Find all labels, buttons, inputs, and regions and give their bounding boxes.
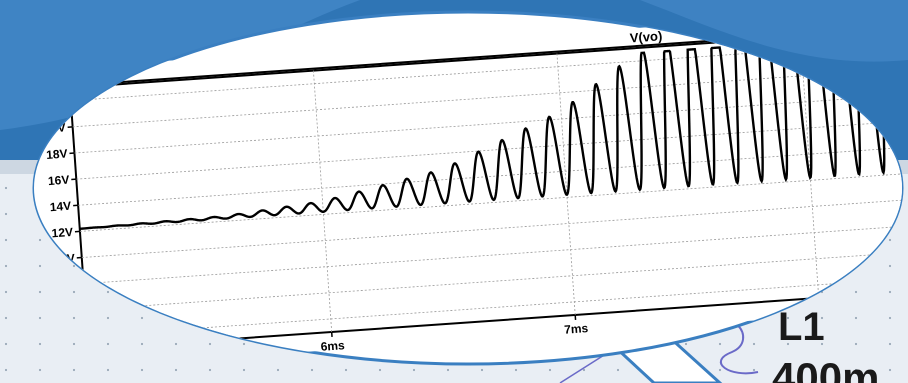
x-tick-label: 6ms [320,338,345,354]
waveform-window[interactable]: V(vo) 4V6V8V10V12V14V16V18V20V2V 6ms7ms8… [21,10,908,374]
y-tick-label: 18V [46,147,68,162]
plot-area[interactable] [68,28,908,351]
y-tick-label: 16V [48,173,70,188]
inductor-name: L1 [778,305,825,349]
background-curve-right [640,0,908,62]
trace-label[interactable]: V(vo) [629,28,662,45]
inductor-value: 400m [772,354,879,383]
y-tick-label: 14V [49,199,71,214]
y-tick-label: 12V [51,225,73,240]
x-tick-label: 7ms [564,321,589,337]
